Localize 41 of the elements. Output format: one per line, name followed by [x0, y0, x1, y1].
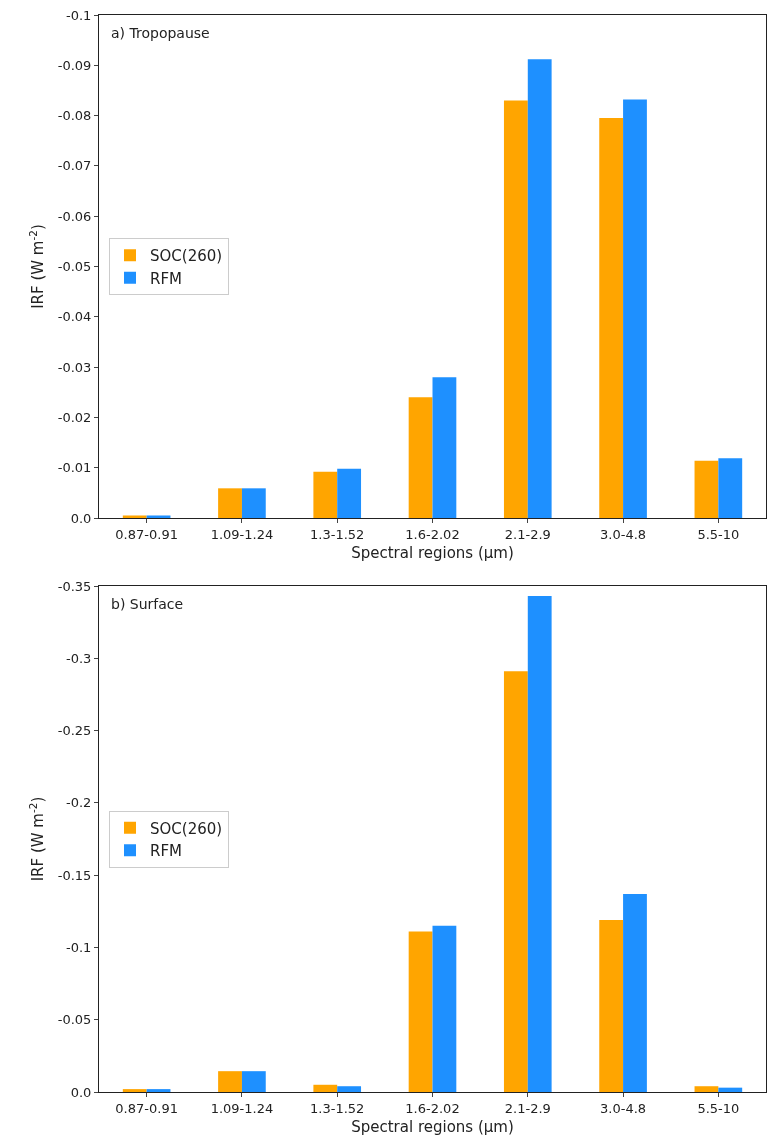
y-tick-label: -0.1 [66, 939, 92, 955]
x-tick-label: 2.1-2.9 [504, 526, 551, 542]
x-tick-label: 3.0-4.8 [600, 1100, 647, 1116]
y-tick-label: -0.05 [57, 1012, 92, 1028]
y-tick-label: -0.1 [66, 7, 92, 23]
x-tick-label: 1.3-1.52 [310, 1100, 365, 1116]
y-tick-label: -0.01 [57, 460, 92, 476]
x-tick-label: 1.3-1.52 [310, 526, 365, 542]
annotation: a) Tropopause [111, 25, 210, 41]
x-tick-label: 0.87-0.91 [115, 1100, 178, 1116]
y-tick-label: -0.06 [57, 208, 92, 224]
y-tick-label: -0.07 [57, 158, 92, 174]
x-tick-label: 0.87-0.91 [115, 526, 178, 542]
y-tick-label: -0.05 [57, 259, 92, 275]
x-tick-label: 3.0-4.8 [600, 526, 647, 542]
y-tick-label: -0.35 [57, 578, 92, 594]
x-tick-label: 2.1-2.9 [504, 1100, 551, 1116]
x-tick-label: 1.6-2.02 [405, 526, 460, 542]
x-tick-label: 1.09-1.24 [210, 1100, 274, 1116]
x-tick-label: 1.6-2.02 [405, 1100, 460, 1116]
y-tick-label: -0.02 [57, 409, 92, 425]
x-tick-label: 1.09-1.24 [210, 526, 274, 542]
y-tick-label: -0.2 [66, 795, 92, 811]
legend-label: RFM [150, 269, 183, 288]
y-tick-label: -0.25 [57, 723, 92, 739]
y-tick-label: -0.08 [57, 108, 92, 124]
y-tick-label: -0.04 [57, 309, 92, 325]
x-axis-title: Spectral regions (μm) [351, 1117, 514, 1136]
x-tick-label: 5.5-10 [697, 1100, 740, 1116]
y-tick-label: -0.09 [57, 57, 92, 73]
y-tick-label: 0.0 [70, 510, 92, 526]
y-tick-label: -0.03 [57, 359, 92, 375]
legend-label: SOC(260) [150, 819, 223, 838]
legend-label: RFM [150, 842, 183, 861]
x-axis-title: Spectral regions (μm) [351, 543, 514, 562]
y-tick-label: 0.0 [70, 1084, 92, 1100]
x-tick-label: 5.5-10 [697, 526, 740, 542]
legend-label: SOC(260) [150, 247, 223, 266]
y-tick-label: -0.3 [66, 650, 92, 666]
y-tick-label: -0.15 [57, 867, 92, 883]
annotation: b) Surface [111, 596, 184, 612]
